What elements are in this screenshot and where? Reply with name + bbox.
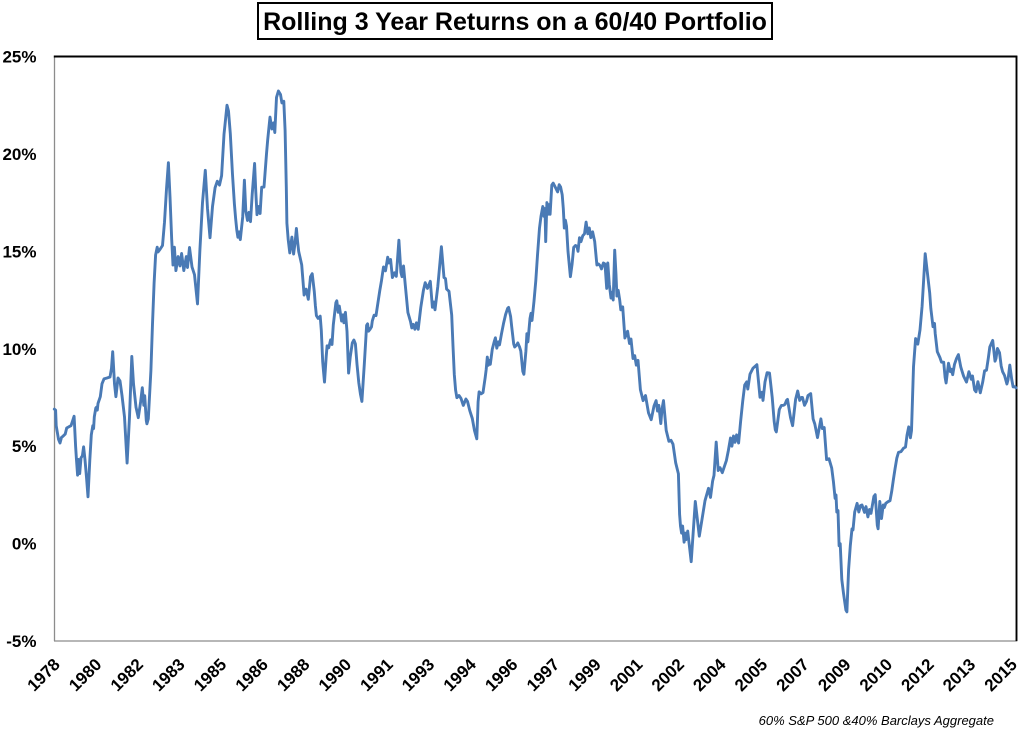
- svg-text:5%: 5%: [12, 437, 37, 456]
- svg-text:20%: 20%: [2, 145, 36, 164]
- svg-text:0%: 0%: [12, 535, 37, 554]
- svg-text:25%: 25%: [2, 48, 36, 67]
- svg-text:Rolling 3 Year Returns on a 60: Rolling 3 Year Returns on a 60/40 Portfo…: [263, 8, 767, 36]
- svg-text:-5%: -5%: [6, 632, 36, 651]
- svg-text:10%: 10%: [2, 340, 36, 359]
- svg-text:60% S&P 500 &40% Barclays Agg: 60% S&P 500 &40% Barclays Aggregate: [759, 713, 994, 728]
- svg-text:15%: 15%: [2, 242, 36, 261]
